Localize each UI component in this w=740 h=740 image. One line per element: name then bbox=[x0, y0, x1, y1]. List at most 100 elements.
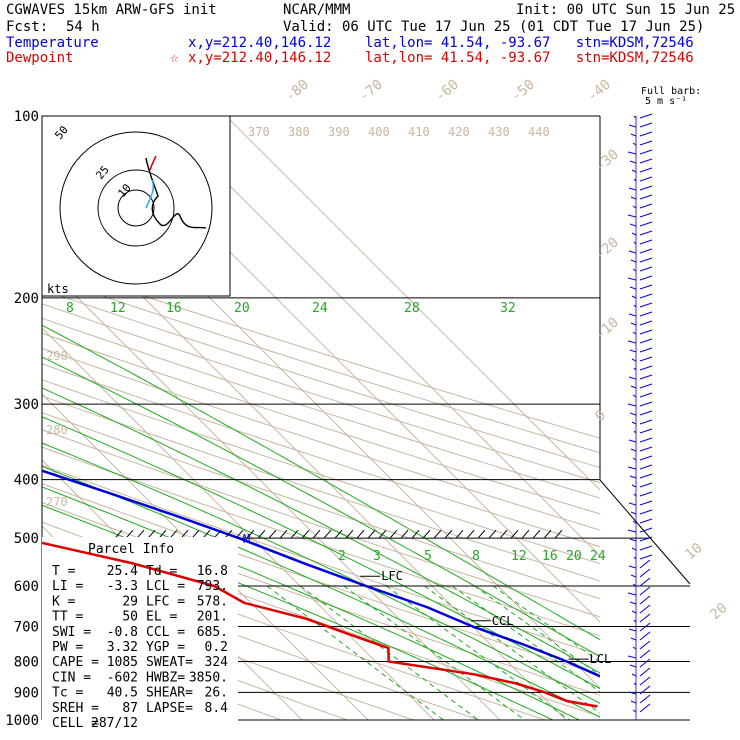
dry-adiabat-line bbox=[42, 483, 600, 676]
theta-label: 290 bbox=[46, 349, 68, 363]
parcel-info-key: LAPSE= bbox=[146, 701, 193, 716]
dewpoint-marker: ☆ bbox=[170, 50, 179, 66]
wind-barb-staff bbox=[633, 430, 637, 434]
moist-adiabat-label: 28 bbox=[404, 301, 420, 316]
parcel-info-value: 0.2 bbox=[205, 640, 228, 655]
wind-barb-flag bbox=[639, 239, 653, 245]
parcel-info-value: 50 bbox=[122, 610, 138, 625]
wind-barb-staff bbox=[627, 655, 637, 659]
dry-adiabat-line bbox=[42, 583, 414, 720]
wind-barb-flag bbox=[639, 518, 653, 524]
barb-key-units: 5 m s⁻¹ bbox=[645, 96, 687, 107]
wind-barb-staff bbox=[630, 637, 637, 641]
wind-barb bbox=[627, 212, 653, 218]
wind-barb-flag bbox=[639, 536, 653, 542]
wind-barb-staff bbox=[629, 286, 637, 290]
wind-barb bbox=[629, 221, 653, 227]
hatch-mark bbox=[554, 529, 563, 539]
wind-barb-staff bbox=[631, 169, 637, 173]
pressure-tick-label: 600 bbox=[14, 579, 39, 595]
dry-adiabat-line bbox=[42, 395, 600, 582]
wind-barb-flag bbox=[639, 158, 653, 164]
wind-barb bbox=[633, 491, 653, 497]
wind-barb-flag bbox=[639, 631, 651, 641]
wind-barb-staff bbox=[630, 133, 637, 137]
moist-adiabat-line bbox=[42, 504, 554, 720]
mixing-ratio-label: 20 bbox=[566, 549, 582, 564]
wind-barb-flag bbox=[639, 455, 653, 461]
wind-barb-flag bbox=[639, 302, 653, 308]
wind-barb bbox=[631, 667, 651, 677]
wind-barb bbox=[629, 158, 653, 164]
wind-barb bbox=[630, 694, 651, 704]
wind-barb bbox=[628, 311, 653, 317]
wind-barb-staff bbox=[627, 403, 637, 407]
wind-barb-staff bbox=[627, 592, 637, 596]
wind-barb-staff bbox=[628, 565, 637, 569]
wind-barb bbox=[628, 185, 653, 191]
hatch-mark bbox=[422, 529, 431, 539]
parcel-info-value: 26. bbox=[205, 686, 228, 701]
wind-barb bbox=[627, 149, 653, 155]
wind-barb-flag bbox=[639, 640, 651, 650]
hatch-mark bbox=[455, 529, 464, 539]
wind-barb-flag bbox=[639, 509, 653, 515]
hodograph-ring bbox=[97, 169, 175, 247]
wind-barb-flag bbox=[639, 595, 651, 605]
pressure-tick-label: 400 bbox=[14, 473, 39, 489]
wind-barb bbox=[633, 676, 651, 686]
model-title: CGWAVES 15km ARW-GFS init bbox=[6, 2, 217, 18]
hatch-mark bbox=[378, 529, 387, 539]
wind-barbs bbox=[627, 113, 653, 720]
wind-barb bbox=[629, 595, 651, 605]
wind-barb-staff bbox=[633, 304, 637, 308]
parcel-info-key: SREH = bbox=[52, 701, 99, 716]
wind-barb bbox=[633, 302, 653, 308]
dry-adiabat-line bbox=[42, 412, 600, 600]
hatch-mark bbox=[334, 529, 343, 539]
mixing-ratio-label: 2 bbox=[338, 549, 346, 564]
hatch-mark bbox=[543, 529, 552, 539]
level-marker-label: LFC bbox=[381, 569, 403, 583]
wind-barb-staff bbox=[633, 682, 637, 686]
parcel-info-value: 324 bbox=[205, 655, 229, 670]
parcel-info-key: LFC = bbox=[146, 594, 185, 609]
wind-barb-flag bbox=[639, 482, 653, 488]
hatch-mark bbox=[345, 529, 354, 539]
wind-barb-staff bbox=[633, 556, 637, 560]
parcel-info-box bbox=[42, 537, 238, 727]
wind-barb-staff bbox=[627, 340, 637, 344]
wind-barb-flag bbox=[639, 464, 653, 470]
mixing-ratio-label: 8 bbox=[472, 549, 480, 564]
pressure-tick-label: 800 bbox=[14, 654, 39, 670]
wind-barb bbox=[631, 230, 653, 236]
wind-barb bbox=[627, 401, 653, 407]
isotherm-label: -60 bbox=[432, 77, 462, 106]
wind-barb-staff bbox=[630, 448, 637, 452]
hatch-mark bbox=[433, 529, 442, 539]
hatch-mark bbox=[411, 529, 420, 539]
wind-barb-staff bbox=[631, 232, 637, 236]
hatch-mark bbox=[169, 529, 178, 539]
wind-barb-flag bbox=[639, 311, 653, 317]
parcel-info-value: 685. bbox=[197, 625, 228, 640]
wind-barb-flag bbox=[639, 113, 653, 119]
wind-barb bbox=[629, 536, 653, 542]
theta-label: 430 bbox=[488, 125, 510, 139]
wind-barb-flag bbox=[639, 694, 651, 704]
wind-barb-flag bbox=[639, 568, 651, 578]
wind-barb bbox=[633, 365, 653, 371]
wind-barb-staff bbox=[627, 529, 637, 533]
hodograph-ring bbox=[59, 131, 213, 285]
parcel-info-value: -0.8 bbox=[107, 625, 138, 640]
wind-barb bbox=[627, 527, 653, 533]
parcel-info-value: 8.4 bbox=[205, 701, 229, 716]
wind-barb bbox=[632, 140, 653, 146]
wind-barb-staff bbox=[631, 547, 637, 551]
wind-barb-staff bbox=[630, 259, 637, 263]
wind-barb bbox=[629, 658, 651, 668]
hatch-mark bbox=[510, 529, 519, 539]
wind-barb-flag bbox=[639, 392, 653, 398]
parcel-info-key: PW = bbox=[52, 640, 83, 655]
wind-barb-flag bbox=[639, 194, 653, 200]
